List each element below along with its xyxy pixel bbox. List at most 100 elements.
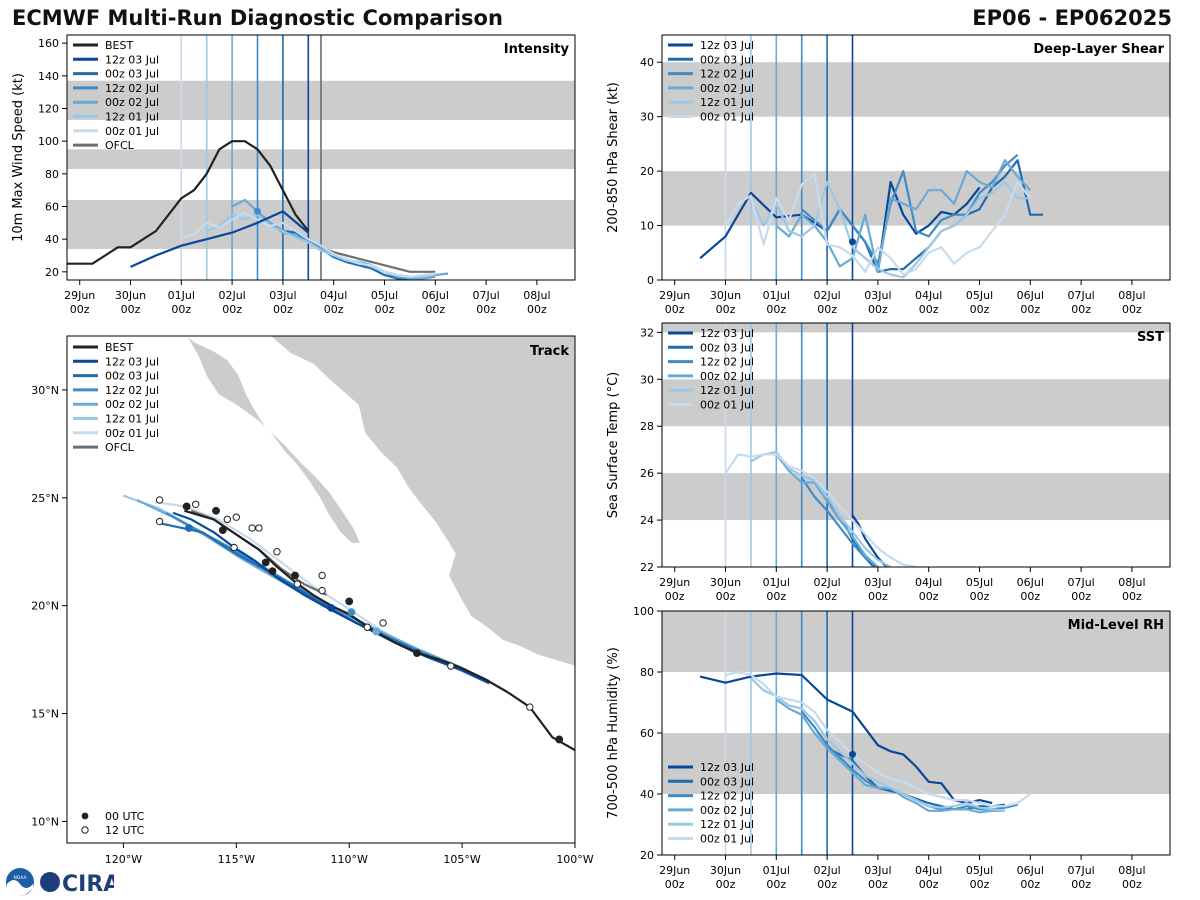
y-tick-label: 120 (38, 103, 59, 116)
x-tick-label-hour: 00z (970, 303, 990, 316)
plot-area (662, 35, 1170, 280)
legend-label-12z-03-jul: 12z 03 Jul (700, 39, 754, 52)
land-baja (186, 336, 362, 544)
x-tick-label-date: 01Jul (763, 289, 790, 302)
x-tick-label-date: 01Jul (763, 576, 790, 589)
x-tick-label-hour: 00z (716, 590, 736, 603)
y-tick-label: 32 (640, 326, 654, 339)
threshold-band-1 (662, 611, 1170, 672)
x-tick-label-date: 05Jul (371, 289, 398, 302)
legend-label-best: BEST (105, 39, 133, 52)
x-tick-label-date: 07Jul (1067, 289, 1094, 302)
x-tick-label-date: 08Jul (523, 289, 550, 302)
x-tick-label-date: 08Jul (1118, 576, 1145, 589)
x-tick-label-date: 01Jul (168, 289, 195, 302)
panel-title: Mid-Level RH (1068, 618, 1164, 633)
x-tick-label: 115°W (218, 853, 255, 866)
marker-12utc-12z-01-jul (318, 586, 326, 595)
x-tick-label-hour: 00z (1071, 303, 1091, 316)
x-tick-label-hour: 00z (766, 303, 786, 316)
x-tick-label-hour: 00z (665, 878, 685, 891)
legend-marker-12utc (81, 826, 89, 834)
x-tick-label-hour: 00z (868, 878, 888, 891)
legend-label-12z-02-jul: 12z 02 Jul (700, 68, 754, 81)
figure-title: ECMWF Multi-Run Diagnostic Comparison (12, 6, 503, 30)
panel-rh: 2040608010029Jun00z30Jun00z01Jul00z02Jul… (606, 605, 1171, 891)
legend-label-00z-03-jul: 00z 03 Jul (700, 775, 754, 788)
legend-label-00z-03-jul: 00z 03 Jul (700, 53, 754, 66)
threshold-band-1 (662, 62, 1170, 117)
threshold-band-1 (662, 379, 1170, 427)
y-axis-label: 700-500 hPa Humidity (%) (606, 647, 621, 819)
legend-label-12z-01-jul: 12z 01 Jul (105, 111, 159, 124)
series-12z-01-jul (750, 677, 1006, 812)
legend-label-00z-02-jul: 00z 02 Jul (700, 804, 754, 817)
y-tick-label: 60 (640, 727, 654, 740)
legend-label-00z-02-jul: 00z 02 Jul (700, 82, 754, 95)
x-tick-label-hour: 00z (375, 303, 395, 316)
marker-00utc-best (345, 597, 354, 606)
legend-label-12z-02-jul: 12z 02 Jul (105, 384, 159, 397)
x-tick-label-hour: 00z (171, 303, 191, 316)
y-tick-label: 10 (640, 220, 654, 233)
marker-00utc-12z-03-jul (327, 603, 336, 612)
panel-title: SST (1137, 330, 1164, 345)
legend-label-best: BEST (105, 341, 133, 354)
x-tick-label-date: 05Jul (966, 864, 993, 877)
marker-12utc-best (232, 513, 241, 521)
x-tick-label-date: 02Jul (813, 864, 840, 877)
y-axis-label: Sea Surface Temp (°C) (606, 372, 621, 519)
init-point-marker (254, 207, 261, 215)
legend-label-00z-01-jul: 00z 01 Jul (700, 111, 754, 124)
y-tick-label: 40 (640, 56, 654, 69)
init-point-marker (849, 750, 856, 758)
legend-label-12z-03-jul: 12z 03 Jul (700, 761, 754, 774)
legend-label-12z-03-jul: 12z 03 Jul (105, 355, 159, 368)
legend-label-00z-02-jul: 00z 02 Jul (105, 398, 159, 411)
x-tick-label-hour: 00z (817, 303, 837, 316)
y-tick-label: 25°N (31, 492, 59, 505)
legend-label-12z-03-jul: 12z 03 Jul (105, 53, 159, 66)
x-tick-label-date: 01Jul (763, 864, 790, 877)
series-12z-02-jul (800, 477, 879, 567)
x-tick-label: 120°W (105, 853, 142, 866)
y-tick-label: 15°N (31, 708, 59, 721)
axes-frame (661, 322, 1171, 568)
axes-frame (66, 335, 576, 844)
plot-area (67, 35, 575, 280)
y-tick-label: 100 (38, 135, 59, 148)
x-tick-label-date: 02Jul (813, 576, 840, 589)
y-tick-label: 60 (45, 201, 59, 214)
x-tick-label-hour: 00z (273, 303, 293, 316)
legend-label-12z-02-jul: 12z 02 Jul (700, 790, 754, 803)
x-tick-label-hour: 00z (919, 590, 939, 603)
y-axis-label: 10m Max Wind Speed (kt) (11, 73, 26, 242)
marker-00utc-best (413, 649, 421, 658)
x-tick-label: 100°W (556, 853, 593, 866)
y-tick-label: 160 (38, 37, 59, 50)
x-tick-label-date: 06Jul (1017, 289, 1044, 302)
panel-title: Intensity (504, 42, 570, 57)
x-tick-label-hour: 00z (70, 303, 90, 316)
y-tick-label: 26 (640, 467, 654, 480)
y-tick-label: 20 (45, 266, 59, 279)
y-tick-label: 40 (45, 233, 59, 246)
x-tick-label-date: 06Jul (1017, 864, 1044, 877)
legend-label-ofcl: OFCL (105, 441, 135, 454)
x-tick-label-hour: 00z (919, 303, 939, 316)
track-12z-03-jul (172, 511, 490, 685)
storm-id: EP06 - EP062025 (972, 6, 1172, 30)
x-tick-label-date: 04Jul (915, 864, 942, 877)
y-tick-label: 24 (640, 514, 654, 527)
y-tick-label: 140 (38, 70, 59, 83)
x-tick-label-hour: 00z (919, 878, 939, 891)
legend-label-00z-01-jul: 00z 01 Jul (105, 427, 159, 440)
x-tick-label-date: 02Jul (218, 289, 245, 302)
x-tick-label-hour: 00z (1020, 303, 1040, 316)
marker-12utc-best (273, 548, 281, 556)
x-tick-label-hour: 00z (1020, 878, 1040, 891)
x-tick-label-date: 04Jul (915, 576, 942, 589)
